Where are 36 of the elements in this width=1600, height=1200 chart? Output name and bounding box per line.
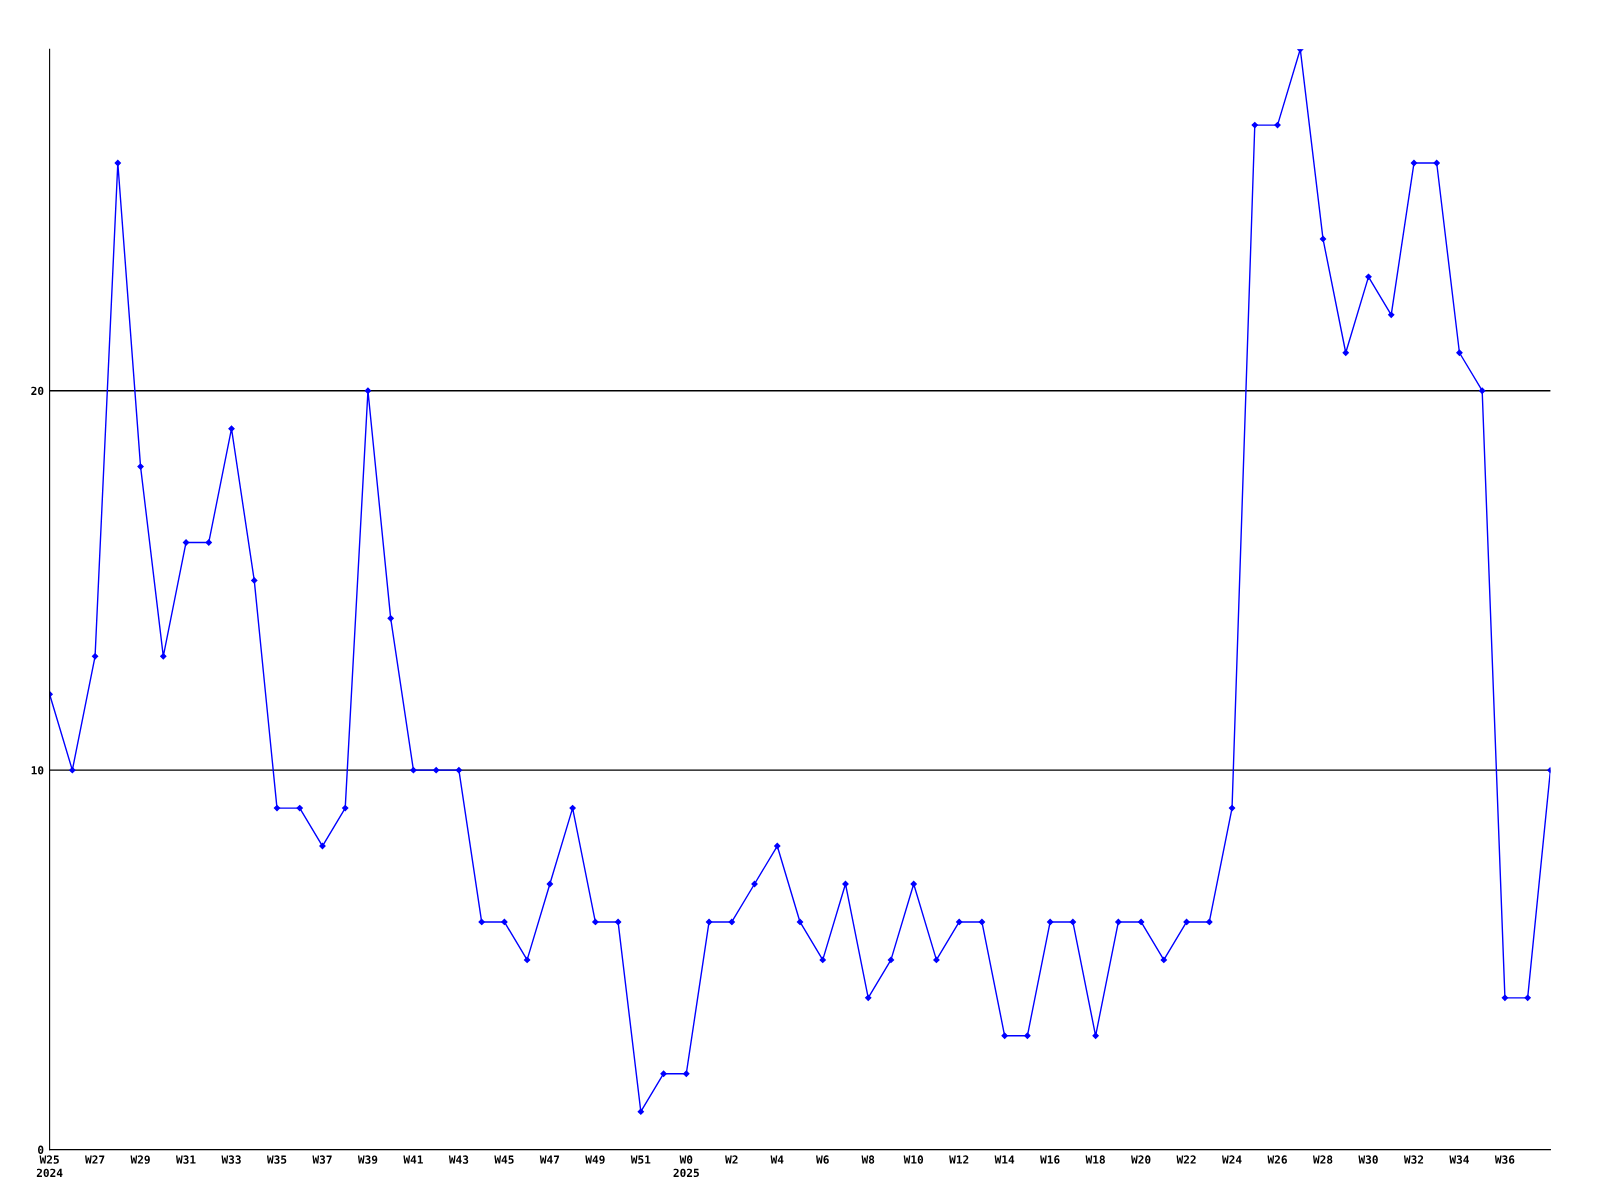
x-tick-label: W6 <box>816 1155 829 1164</box>
x-tick-label: W12 <box>949 1155 969 1164</box>
x-tick-label: W28 <box>1312 1155 1333 1164</box>
x-tick-label: W24 <box>1222 1155 1242 1164</box>
x-tick-label: W14 <box>994 1155 1015 1164</box>
x-tick-label: W4 <box>770 1155 784 1164</box>
x-tick-label: W10 <box>903 1155 924 1164</box>
x-tick-label: W41 <box>403 1155 423 1164</box>
x-tick-label: W37 <box>312 1155 332 1164</box>
x-tick-label: W2 <box>725 1155 738 1164</box>
x-tick-label: W34 <box>1449 1155 1469 1164</box>
x-tick-label: W32 <box>1403 1155 1424 1164</box>
x-tick-label: W8 <box>861 1155 875 1164</box>
x-tick-label: W0 2025 <box>673 1155 699 1178</box>
x-tick-label: W49 <box>585 1155 605 1164</box>
x-tick-label: W30 <box>1358 1155 1378 1164</box>
x-tick-label: W35 <box>266 1155 287 1164</box>
x-tick-label: W45 <box>494 1155 514 1164</box>
x-tick-label: W36 <box>1494 1155 1515 1164</box>
x-tick-label: W22 <box>1176 1155 1196 1164</box>
x-tick-label: W31 <box>176 1155 196 1164</box>
x-tick-label: W16 <box>1040 1155 1060 1164</box>
x-tick-label: W18 <box>1085 1155 1105 1164</box>
x-tick-label: W43 <box>448 1155 469 1164</box>
x-tick-label: W26 <box>1267 1155 1287 1164</box>
x-tick-label: W51 <box>630 1155 651 1164</box>
x-tick-label: W47 <box>539 1155 560 1164</box>
y-tick-label: 0 <box>38 1145 44 1154</box>
x-tick-label: W25 2024 <box>36 1155 63 1178</box>
x-tick-label: W29 <box>130 1155 150 1164</box>
x-tick-label: W33 <box>221 1155 241 1164</box>
x-tick-label: W27 <box>85 1155 105 1164</box>
x-tick-label: W39 <box>357 1155 378 1164</box>
y-tick-label: 10 <box>31 766 44 775</box>
y-tick-label: 20 <box>31 386 44 396</box>
x-tick-label: W20 <box>1131 1155 1151 1164</box>
